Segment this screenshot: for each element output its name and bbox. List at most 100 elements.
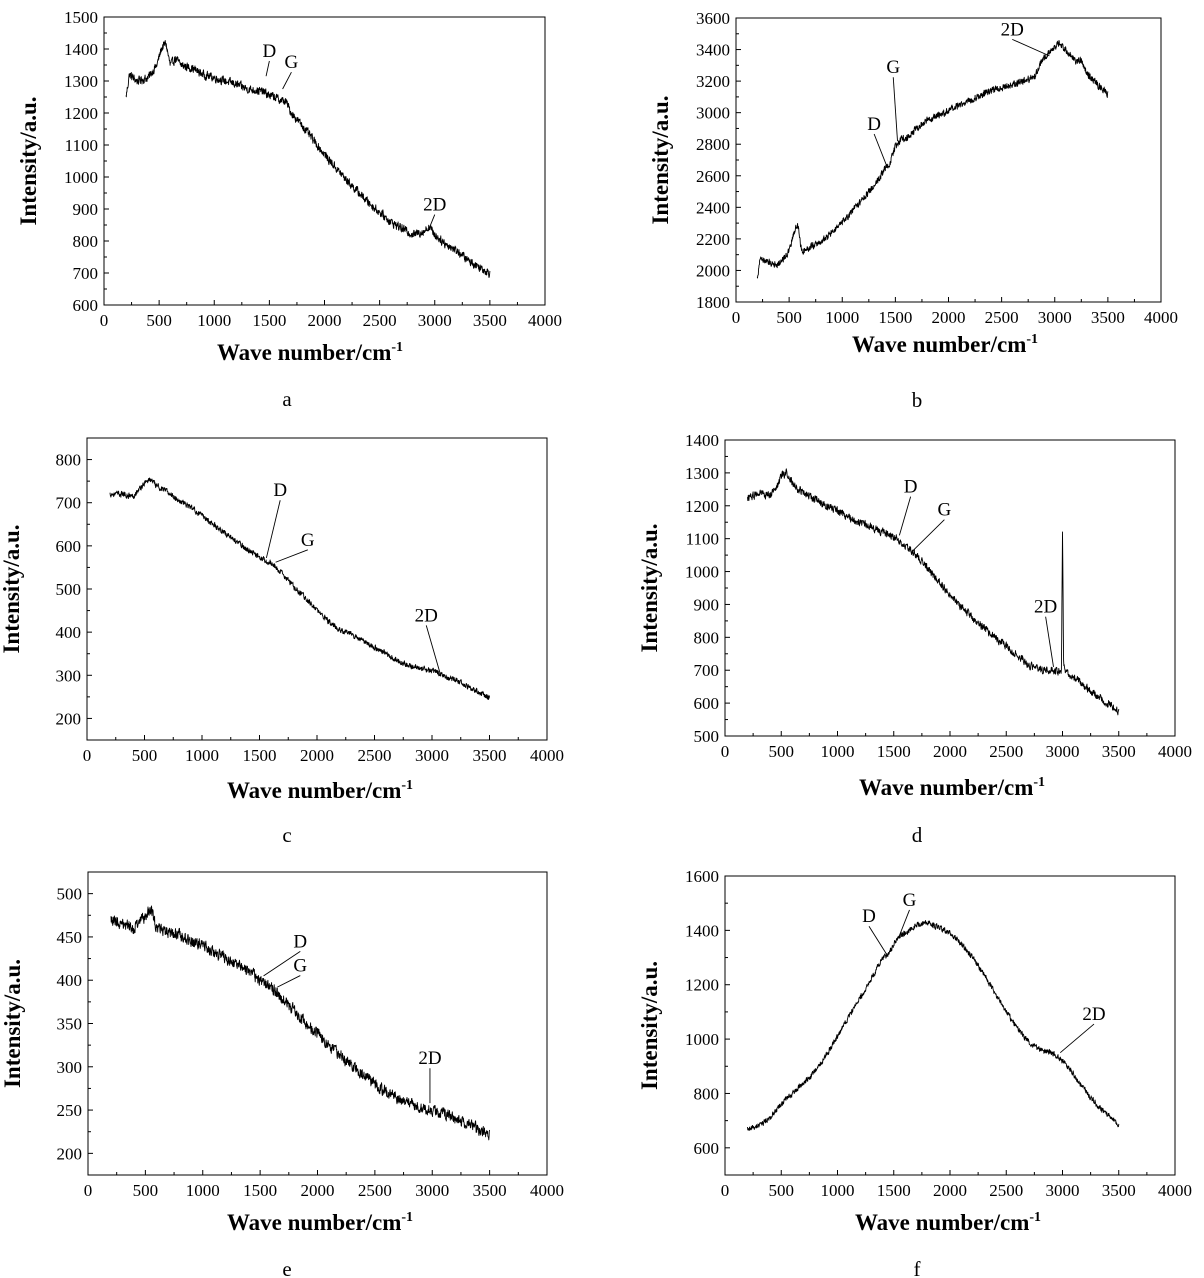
x-axis-title-text: Wave number/cm (859, 775, 1033, 800)
x-tick-label: 1500 (243, 746, 277, 765)
x-tick-label: 1000 (185, 746, 219, 765)
annotation-label-2d: 2D (1034, 597, 1057, 618)
y-tick-label: 1000 (685, 1030, 719, 1049)
y-tick-label: 600 (694, 1139, 720, 1158)
annotation-leader-line (428, 214, 436, 229)
y-tick-label: 1300 (685, 464, 719, 483)
x-tick-label: 500 (132, 746, 158, 765)
x-tick-label: 2500 (358, 1181, 392, 1200)
x-tick-label: 500 (146, 311, 172, 330)
y-tick-label: 800 (694, 1084, 720, 1103)
x-tick-label: 4000 (1144, 308, 1178, 327)
y-tick-label: 1200 (685, 976, 719, 995)
x-tick-label: 2000 (300, 746, 334, 765)
x-tick-label: 3500 (473, 746, 507, 765)
y-tick-label: 1200 (64, 104, 98, 123)
y-axis-title: Intensity/a.u. (637, 523, 662, 652)
annotation-leader-line (868, 925, 888, 956)
y-tick-label: 700 (56, 494, 82, 513)
y-tick-label: 1000 (64, 168, 98, 187)
y-tick-label: 1400 (64, 40, 98, 59)
x-tick-label: 2500 (358, 746, 392, 765)
y-tick-label: 500 (56, 580, 82, 599)
y-tick-label: 900 (73, 200, 99, 219)
y-tick-label: 1600 (685, 867, 719, 886)
y-tick-label: 2800 (696, 135, 730, 154)
x-tick-label: 0 (732, 308, 741, 327)
x-tick-label: 3000 (418, 311, 452, 330)
y-tick-label: 3600 (696, 9, 730, 28)
x-tick-label: 3000 (415, 1181, 449, 1200)
x-tick-label: 4000 (530, 1181, 564, 1200)
y-tick-label: 800 (73, 232, 99, 251)
y-tick-label: 2600 (696, 167, 730, 186)
x-tick-label: 1500 (877, 742, 911, 761)
annotation-label-2d: 2D (423, 195, 446, 216)
annotation-leader-line (897, 909, 910, 939)
x-tick-label: 1000 (821, 742, 855, 761)
x-axis-title-superscript: -1 (401, 1210, 413, 1225)
x-tick-label: 500 (769, 742, 795, 761)
x-axis-title-text: Wave number/cm (855, 1210, 1029, 1235)
x-tick-label: 0 (84, 1181, 93, 1200)
spectrum-line (747, 468, 1120, 716)
y-tick-label: 1100 (65, 136, 98, 155)
x-tick-label: 3500 (1102, 1181, 1136, 1200)
x-axis-title: Wave number/cm-1 (859, 775, 1045, 800)
x-tick-label: 3500 (473, 1181, 507, 1200)
annotation-label-g: G (938, 500, 952, 521)
y-tick-label: 1800 (696, 293, 730, 312)
annotation-label-2d: 2D (1082, 1004, 1105, 1025)
y-tick-label: 450 (57, 928, 83, 947)
annotation-label-d: D (867, 114, 881, 135)
x-tick-label: 1500 (252, 311, 286, 330)
x-axis-title-text: Wave number/cm (227, 1210, 401, 1235)
annotation-leader-line (898, 496, 912, 536)
y-tick-label: 200 (57, 1144, 83, 1163)
x-tick-label: 2000 (933, 742, 967, 761)
annotation-label-g: G (301, 530, 315, 551)
x-axis-title-superscript: -1 (391, 340, 403, 355)
x-tick-label: 1000 (186, 1181, 220, 1200)
y-tick-label: 800 (694, 628, 720, 647)
x-tick-label: 2000 (932, 308, 966, 327)
x-tick-label: 1500 (243, 1181, 277, 1200)
panel-letter: a (282, 387, 292, 411)
x-axis-title: Wave number/cm-1 (227, 778, 413, 803)
x-tick-label: 3000 (1046, 1181, 1080, 1200)
x-tick-label: 2000 (301, 1181, 335, 1200)
chart-panel-a: 0 500 1000 1500 2000 2500 3000 3500 4000 600 700 80… (16, 8, 562, 411)
annotation-label-2d: 2D (1001, 19, 1024, 40)
annotation-label-g: G (285, 52, 299, 73)
x-tick-label: 3000 (415, 746, 449, 765)
annotation-leader-line (425, 625, 441, 674)
y-tick-label: 400 (57, 971, 83, 990)
plot-frame (735, 17, 1162, 303)
y-tick-label: 2200 (696, 230, 730, 249)
spectrum-line (756, 40, 1109, 279)
annotation-label-d: D (862, 906, 876, 927)
x-tick-label: 0 (83, 746, 92, 765)
spectrum-line (125, 40, 491, 278)
x-axis-title: Wave number/cm-1 (855, 1210, 1041, 1235)
y-axis-title: Intensity/a.u. (637, 961, 662, 1090)
x-tick-label: 1000 (821, 1181, 855, 1200)
x-tick-label: 3500 (1102, 742, 1136, 761)
y-tick-label: 1200 (685, 497, 719, 516)
annotation-leader-line (265, 60, 270, 77)
x-tick-label: 0 (721, 742, 730, 761)
x-tick-label: 2500 (989, 1181, 1023, 1200)
y-axis-title: Intensity/a.u. (16, 96, 41, 225)
annotation-leader-line (263, 950, 301, 977)
y-tick-label: 900 (694, 595, 720, 614)
plot-frame (724, 875, 1176, 1176)
x-tick-label: 3500 (1091, 308, 1125, 327)
y-tick-label: 3000 (696, 104, 730, 123)
chart-panel-d: 0 500 1000 1500 2000 2500 3000 3500 400050060070… (637, 431, 1192, 847)
x-tick-label: 4000 (530, 746, 564, 765)
y-tick-label: 600 (694, 694, 720, 713)
y-tick-label: 1400 (685, 431, 719, 450)
x-axis-title-superscript: -1 (1029, 1210, 1041, 1225)
chart-panel-f: 0 500 1000 1500 2000 2500 3000 3500 4000 600 800 10… (637, 867, 1192, 1278)
y-tick-label: 200 (56, 709, 82, 728)
